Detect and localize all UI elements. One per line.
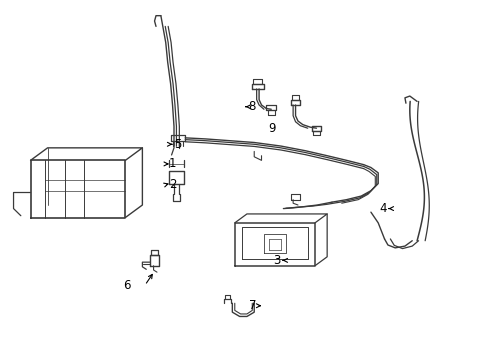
Text: 6: 6 xyxy=(122,279,130,292)
Text: 7: 7 xyxy=(249,299,256,312)
Text: 8: 8 xyxy=(248,100,255,113)
Text: 5: 5 xyxy=(174,138,181,151)
Text: 1: 1 xyxy=(169,157,176,170)
Text: 4: 4 xyxy=(378,202,386,215)
Text: 2: 2 xyxy=(169,178,176,191)
Text: 9: 9 xyxy=(268,122,276,135)
Text: 3: 3 xyxy=(273,254,281,267)
